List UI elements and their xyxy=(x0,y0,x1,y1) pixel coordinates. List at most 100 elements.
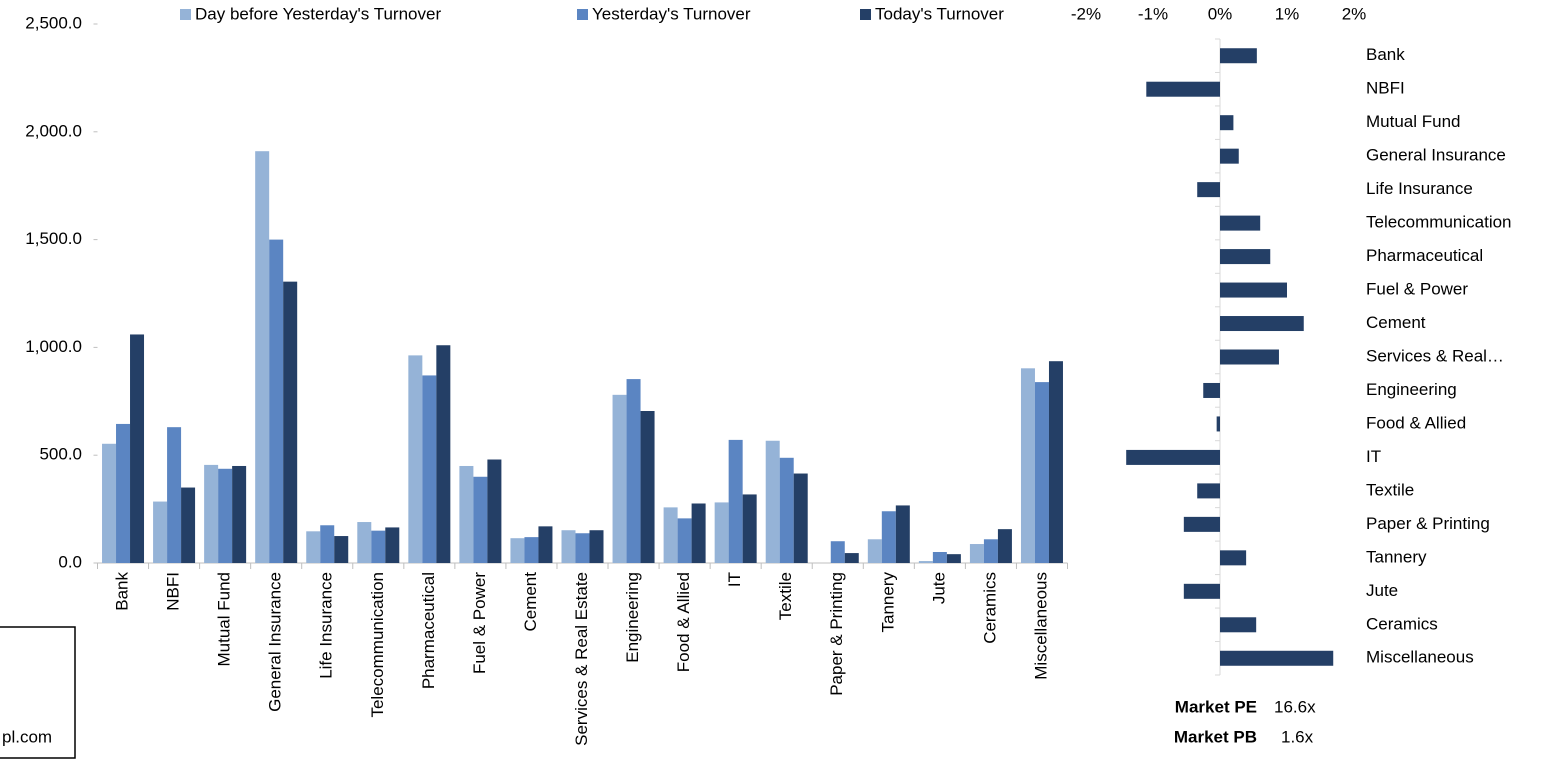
bar xyxy=(793,473,808,563)
legend-label: Today's Turnover xyxy=(875,4,1004,23)
bar xyxy=(1220,282,1287,298)
bar xyxy=(232,465,247,563)
bar xyxy=(969,544,984,563)
bar xyxy=(589,530,604,563)
stat-value: 1.6x xyxy=(1281,727,1314,746)
bar xyxy=(946,554,961,563)
bar xyxy=(640,411,655,563)
bar xyxy=(867,539,882,563)
bar xyxy=(269,239,284,563)
bar xyxy=(663,507,678,563)
bar xyxy=(1126,449,1220,465)
legend-label: Day before Yesterday's Turnover xyxy=(195,4,441,23)
category-label: Tannery xyxy=(1366,547,1427,566)
bar xyxy=(1220,249,1271,265)
legend-label: Yesterday's Turnover xyxy=(592,4,751,23)
x-tick-label: Tannery xyxy=(878,572,897,633)
bar xyxy=(371,530,386,563)
bar xyxy=(1220,617,1257,633)
x-tick-label: -2% xyxy=(1071,4,1101,23)
category-label: Miscellaneous xyxy=(1366,648,1474,667)
x-tick-label: -1% xyxy=(1138,4,1168,23)
category-label: IT xyxy=(1366,447,1381,466)
bar xyxy=(1220,550,1247,566)
bar xyxy=(895,505,910,563)
bar xyxy=(116,423,131,563)
x-tick-label: Food & Allied xyxy=(674,572,693,672)
x-tick-label: Telecommunication xyxy=(368,572,387,718)
x-tick-label: Life Insurance xyxy=(317,572,336,679)
bar xyxy=(524,537,539,563)
bar xyxy=(1220,115,1234,131)
x-tick-label: Cement xyxy=(521,572,540,632)
bar xyxy=(626,379,641,563)
bar xyxy=(102,443,117,563)
bar xyxy=(1220,349,1279,365)
bar xyxy=(844,553,859,563)
legend-swatch xyxy=(180,9,191,20)
bar xyxy=(677,518,692,563)
y-tick-label: 0.0 xyxy=(58,552,82,571)
bar xyxy=(459,465,474,563)
bar xyxy=(385,527,400,563)
legend-swatch xyxy=(860,9,871,20)
x-tick-label: Jute xyxy=(929,572,948,604)
bar xyxy=(487,459,502,563)
bar xyxy=(1020,368,1035,563)
bar xyxy=(1216,416,1220,432)
category-label: Food & Allied xyxy=(1366,413,1466,432)
y-tick-label: 2,000.0 xyxy=(25,121,82,140)
bar xyxy=(510,538,525,563)
x-tick-label: Pharmaceutical xyxy=(419,572,438,689)
footer-box xyxy=(0,626,76,759)
category-label: Ceramics xyxy=(1366,614,1438,633)
bar xyxy=(1048,361,1063,563)
x-tick-label: 2% xyxy=(1342,4,1367,23)
bar xyxy=(612,394,627,563)
bar xyxy=(218,468,233,563)
x-tick-label: Textile xyxy=(776,572,795,620)
x-tick-label: 0% xyxy=(1208,4,1233,23)
bar xyxy=(1220,48,1257,64)
x-tick-label: IT xyxy=(725,572,744,587)
bar xyxy=(473,476,488,563)
x-tick-label: Engineering xyxy=(623,572,642,663)
x-tick-label: Miscellaneous xyxy=(1031,572,1050,680)
category-label: NBFI xyxy=(1366,79,1405,98)
footer-text: pl.com xyxy=(2,727,52,746)
bar xyxy=(1146,81,1220,97)
bar xyxy=(714,502,729,563)
bar xyxy=(408,355,423,563)
category-label: Telecommunication xyxy=(1366,213,1512,232)
bar xyxy=(167,427,182,563)
bar xyxy=(334,536,349,563)
bar xyxy=(422,375,437,563)
x-tick-label: Ceramics xyxy=(980,572,999,644)
x-tick-label: NBFI xyxy=(164,572,183,611)
bar xyxy=(1034,382,1049,563)
bar xyxy=(830,541,845,563)
category-label: General Insurance xyxy=(1366,146,1506,165)
bar xyxy=(181,487,196,563)
bar xyxy=(1203,382,1220,398)
bar xyxy=(881,511,896,563)
bar xyxy=(765,440,780,563)
bar xyxy=(983,539,998,563)
bar xyxy=(436,345,451,563)
bar xyxy=(130,334,145,563)
bar xyxy=(1197,483,1220,499)
category-label: Cement xyxy=(1366,313,1426,332)
legend-swatch xyxy=(577,9,588,20)
bar xyxy=(1183,583,1220,599)
x-tick-label: Bank xyxy=(113,572,132,611)
bar xyxy=(742,494,757,563)
x-tick-label: Mutual Fund xyxy=(215,572,234,667)
x-tick-label: 1% xyxy=(1275,4,1300,23)
bar xyxy=(932,552,947,563)
bar xyxy=(575,533,590,563)
category-label: Services & Real… xyxy=(1366,346,1504,365)
category-label: Life Insurance xyxy=(1366,179,1473,198)
x-tick-label: Fuel & Power xyxy=(470,572,489,674)
stat-value: 16.6x xyxy=(1274,697,1316,716)
